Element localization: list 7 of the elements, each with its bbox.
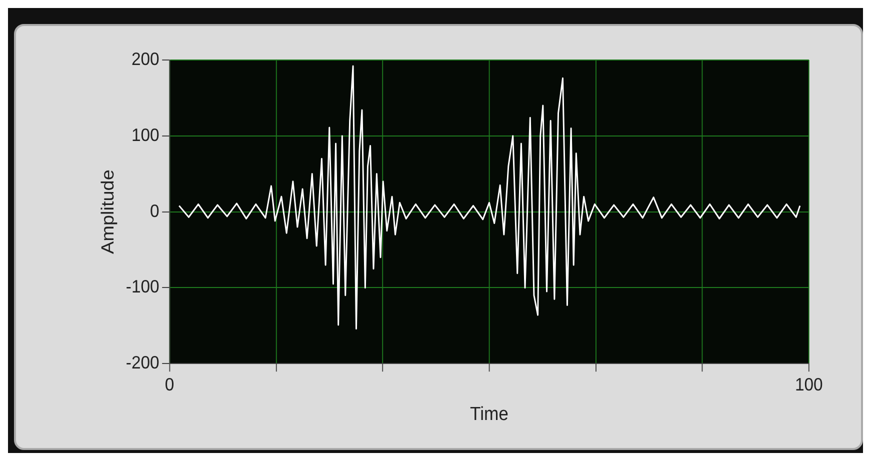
x-axis-title: Time (470, 402, 508, 424)
y-tick-label: 100 (131, 124, 160, 146)
y-tick-label: 200 (131, 48, 160, 70)
y-tick-label: 0 (150, 200, 160, 221)
y-axis-title: Amplitude (97, 170, 118, 254)
y-tick-label: -100 (126, 276, 160, 297)
y-tick-label: -200 (126, 352, 160, 373)
